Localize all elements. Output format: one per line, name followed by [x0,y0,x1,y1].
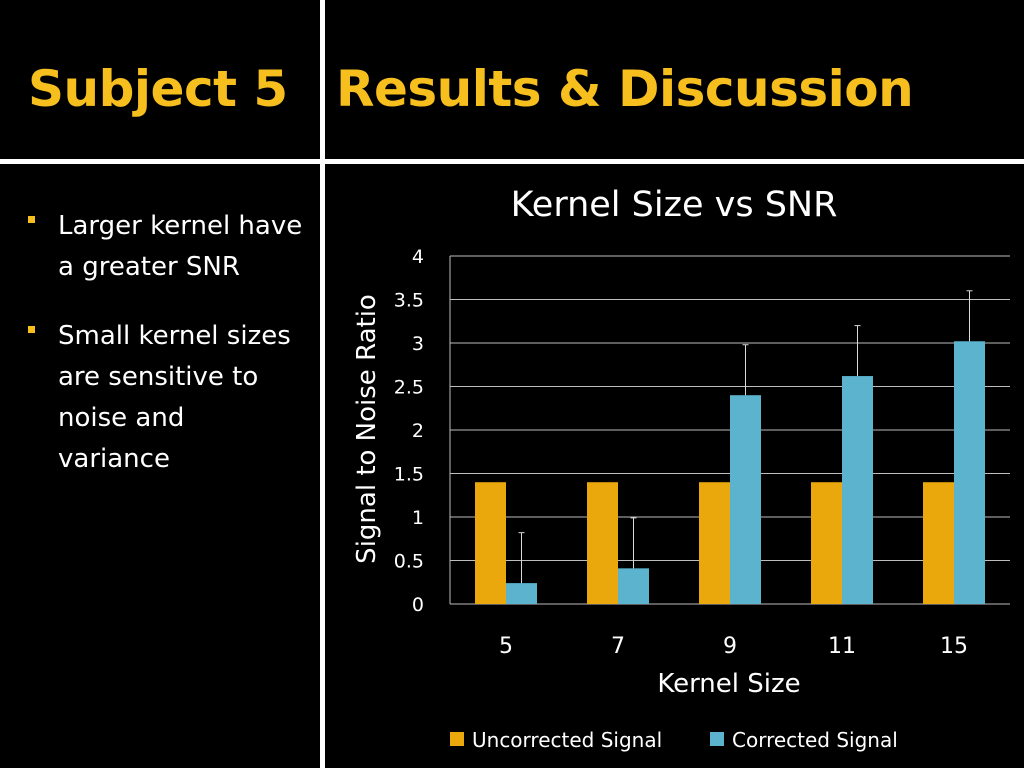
y-tick-label: 2.5 [394,377,424,399]
x-tick-label: 9 [723,634,737,659]
bullet-square-icon [28,326,35,333]
y-tick-label: 1.5 [394,464,424,486]
bar-corrected-signal [730,395,761,604]
legend-swatch [450,732,464,746]
bullet-text: Small kernel sizes are sensitive to nois… [58,321,291,474]
bullet-item: Small kernel sizes are sensitive to nois… [24,316,304,480]
bar-corrected-signal [618,568,649,604]
y-tick-label: 4 [412,246,424,268]
subject-title: Subject 5 [28,60,288,118]
bar-corrected-signal [506,583,537,604]
bar-uncorrected-signal [923,482,954,604]
y-tick-labels: 0 0.5 1 1.5 2 2.5 3 3.5 4 [394,246,424,616]
x-tick-labels: 5 7 9 11 15 [499,634,968,659]
legend-swatch [710,732,724,746]
x-tick-label: 15 [940,634,968,659]
y-tick-label: 0.5 [394,551,424,573]
bar-uncorrected-signal [475,482,506,604]
y-tick-label: 1 [412,507,424,529]
legend-label: Corrected Signal [732,728,898,752]
bar-uncorrected-signal [699,482,730,604]
x-tick-label: 5 [499,634,513,659]
bars [475,290,985,604]
y-tick-label: 3.5 [394,290,424,312]
chart-title: Kernel Size vs SNR [511,185,838,225]
bar-uncorrected-signal [587,482,618,604]
legend-label: Uncorrected Signal [472,728,662,752]
vertical-divider [320,0,325,768]
snr-bar-chart: Kernel Size vs SNR Signal to Noise Ratio… [352,185,1010,752]
section-title: Results & Discussion [336,60,914,118]
x-axis-label: Kernel Size [657,669,800,699]
y-tick-label: 0 [412,594,424,616]
bullet-text: Larger kernel have a greater SNR [58,211,303,282]
bar-uncorrected-signal [811,482,842,604]
bar-corrected-signal [954,341,985,604]
horizontal-divider [0,159,1024,164]
legend: Uncorrected Signal Corrected Signal [450,728,898,752]
x-tick-label: 7 [611,634,625,659]
bullet-item: Larger kernel have a greater SNR [24,206,304,288]
bullet-square-icon [28,216,35,223]
bullet-list: Larger kernel have a greater SNR Small k… [24,206,304,508]
x-tick-label: 11 [828,634,856,659]
y-tick-label: 3 [412,333,424,355]
y-tick-label: 2 [412,420,424,442]
y-axis-label: Signal to Noise Ratio [352,294,382,564]
bar-corrected-signal [842,376,873,604]
